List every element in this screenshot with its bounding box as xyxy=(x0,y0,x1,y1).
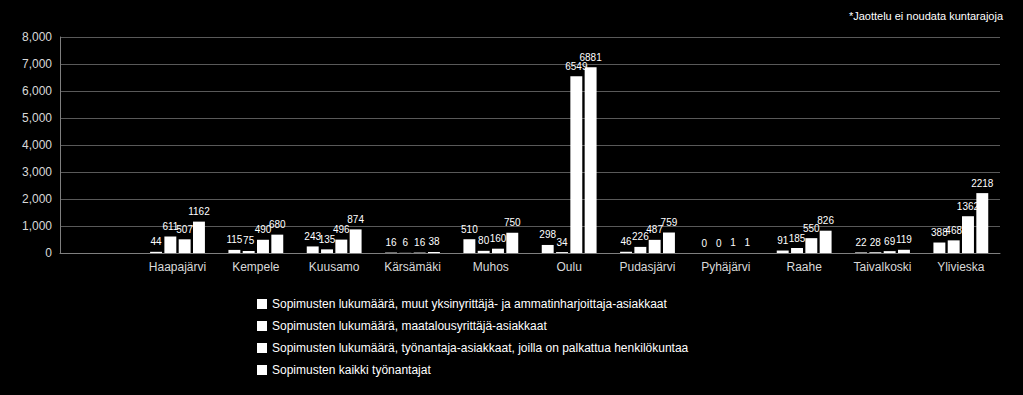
svg-text:0: 0 xyxy=(702,238,708,249)
svg-text:0: 0 xyxy=(45,246,52,260)
svg-text:496: 496 xyxy=(333,224,350,235)
svg-text:2,000: 2,000 xyxy=(22,192,52,206)
svg-text:6: 6 xyxy=(403,237,409,248)
svg-text:119: 119 xyxy=(896,234,912,245)
svg-text:Kärsämäki: Kärsämäki xyxy=(384,260,441,274)
svg-text:507: 507 xyxy=(176,224,193,235)
svg-text:Haapajärvi: Haapajärvi xyxy=(149,260,206,274)
svg-text:44: 44 xyxy=(150,236,162,247)
svg-text:611: 611 xyxy=(162,221,179,232)
svg-text:Pudasjärvi: Pudasjärvi xyxy=(619,260,675,274)
svg-text:226: 226 xyxy=(632,231,649,243)
svg-text:468: 468 xyxy=(945,225,962,236)
svg-text:Sopimusten lukumäärä, muut yks: Sopimusten lukumäärä, muut yksinyrittäjä… xyxy=(272,297,668,311)
svg-text:5,000: 5,000 xyxy=(22,111,52,125)
svg-text:34: 34 xyxy=(556,237,568,248)
svg-text:490: 490 xyxy=(254,224,272,236)
svg-text:Raahe: Raahe xyxy=(786,260,822,274)
svg-text:298: 298 xyxy=(539,229,556,240)
svg-text:*Jaottelu ei noudata kuntarajo: *Jaottelu ei noudata kuntarajoja xyxy=(849,10,1004,22)
svg-text:0: 0 xyxy=(716,238,722,249)
svg-text:Sopimusten lukumäärä, työnanta: Sopimusten lukumäärä, työnantaja-asiakka… xyxy=(272,341,689,355)
svg-text:1162: 1162 xyxy=(188,206,210,217)
svg-text:Pyhäjärvi: Pyhäjärvi xyxy=(701,260,750,274)
svg-text:243: 243 xyxy=(304,230,322,242)
svg-text:46: 46 xyxy=(620,236,632,247)
svg-text:Ylivieska: Ylivieska xyxy=(937,260,985,274)
svg-text:80: 80 xyxy=(478,235,490,246)
svg-text:160: 160 xyxy=(490,233,507,244)
svg-text:75: 75 xyxy=(243,235,255,246)
svg-text:16: 16 xyxy=(414,237,426,248)
svg-text:7,000: 7,000 xyxy=(22,57,52,71)
svg-text:750: 750 xyxy=(504,217,521,228)
svg-text:Taivalkoski: Taivalkoski xyxy=(853,260,911,274)
svg-text:Sopimusten kaikki työnantajat: Sopimusten kaikki työnantajat xyxy=(272,363,431,377)
svg-text:2218: 2218 xyxy=(971,178,994,189)
svg-text:38: 38 xyxy=(428,236,440,247)
svg-text:826: 826 xyxy=(817,215,834,226)
svg-text:680: 680 xyxy=(269,219,286,230)
svg-text:Kempele: Kempele xyxy=(232,260,280,274)
svg-text:135: 135 xyxy=(319,234,336,245)
svg-text:1: 1 xyxy=(730,237,736,248)
svg-text:6549: 6549 xyxy=(565,60,588,72)
svg-text:69: 69 xyxy=(884,236,896,247)
svg-text:6881: 6881 xyxy=(579,52,602,63)
svg-text:16: 16 xyxy=(385,237,397,248)
svg-text:759: 759 xyxy=(661,217,678,228)
svg-text:3,000: 3,000 xyxy=(22,165,52,179)
svg-text:550: 550 xyxy=(803,222,820,234)
svg-text:91: 91 xyxy=(777,235,789,246)
svg-text:Oulu: Oulu xyxy=(556,260,581,274)
svg-text:22: 22 xyxy=(855,237,867,248)
svg-text:28: 28 xyxy=(870,237,882,248)
svg-text:Sopimusten lukumäärä, maatalou: Sopimusten lukumäärä, maatalousyrittäjä-… xyxy=(272,319,547,333)
svg-text:1,000: 1,000 xyxy=(22,219,52,233)
svg-text:388: 388 xyxy=(931,227,948,238)
svg-text:1: 1 xyxy=(745,237,751,248)
svg-text:4,000: 4,000 xyxy=(22,138,52,152)
svg-text:185: 185 xyxy=(789,233,806,244)
svg-text:8,000: 8,000 xyxy=(22,30,52,44)
svg-text:487: 487 xyxy=(646,224,663,236)
svg-text:115: 115 xyxy=(226,234,242,245)
svg-text:874: 874 xyxy=(347,214,364,225)
svg-text:Muhos: Muhos xyxy=(473,260,509,274)
svg-text:510: 510 xyxy=(461,224,478,235)
svg-text:Kuusamo: Kuusamo xyxy=(309,260,360,274)
svg-text:1362: 1362 xyxy=(957,201,980,212)
svg-text:6,000: 6,000 xyxy=(22,84,52,98)
